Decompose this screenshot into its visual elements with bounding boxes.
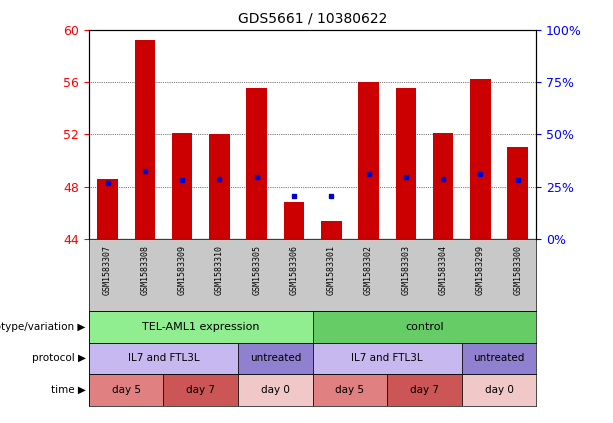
Bar xyxy=(97,179,118,239)
Text: day 5: day 5 xyxy=(335,385,364,395)
Text: day 5: day 5 xyxy=(112,385,140,395)
Bar xyxy=(209,135,230,239)
Bar xyxy=(238,374,313,406)
Bar xyxy=(313,374,387,406)
Bar xyxy=(462,374,536,406)
Text: untreated: untreated xyxy=(249,354,301,363)
Text: GSM1583301: GSM1583301 xyxy=(327,245,336,295)
Text: untreated: untreated xyxy=(473,354,525,363)
Bar xyxy=(508,147,528,239)
Text: protocol ▶: protocol ▶ xyxy=(32,354,86,363)
Text: time ▶: time ▶ xyxy=(51,385,86,395)
Bar xyxy=(164,374,238,406)
Text: IL7 and FTL3L: IL7 and FTL3L xyxy=(351,354,423,363)
Title: GDS5661 / 10380622: GDS5661 / 10380622 xyxy=(238,12,387,26)
Text: TEL-AML1 expression: TEL-AML1 expression xyxy=(142,322,259,332)
Bar xyxy=(172,133,192,239)
Bar xyxy=(313,343,462,374)
Text: genotype/variation ▶: genotype/variation ▶ xyxy=(0,322,86,332)
Text: GSM1583310: GSM1583310 xyxy=(215,245,224,295)
Text: GSM1583304: GSM1583304 xyxy=(439,245,447,295)
Text: GSM1583303: GSM1583303 xyxy=(402,245,410,295)
Bar xyxy=(135,40,155,239)
Text: GSM1583309: GSM1583309 xyxy=(178,245,186,295)
Text: GSM1583306: GSM1583306 xyxy=(289,245,299,295)
Text: GSM1583308: GSM1583308 xyxy=(140,245,150,295)
Bar xyxy=(462,343,536,374)
Text: control: control xyxy=(405,322,444,332)
Bar xyxy=(359,82,379,239)
Text: IL7 and FTL3L: IL7 and FTL3L xyxy=(128,354,199,363)
Bar xyxy=(313,311,536,343)
Bar xyxy=(89,343,238,374)
Bar xyxy=(89,374,164,406)
Text: day 0: day 0 xyxy=(261,385,290,395)
Bar xyxy=(433,133,454,239)
Text: day 7: day 7 xyxy=(410,385,439,395)
Bar xyxy=(238,343,313,374)
Bar xyxy=(284,202,304,239)
Text: GSM1583307: GSM1583307 xyxy=(103,245,112,295)
Text: GSM1583299: GSM1583299 xyxy=(476,245,485,295)
Bar xyxy=(395,88,416,239)
Bar xyxy=(470,80,490,239)
Text: GSM1583300: GSM1583300 xyxy=(513,245,522,295)
Bar xyxy=(321,221,341,239)
Bar xyxy=(89,311,313,343)
Text: day 0: day 0 xyxy=(485,385,514,395)
Bar xyxy=(246,88,267,239)
Text: GSM1583305: GSM1583305 xyxy=(252,245,261,295)
Text: day 7: day 7 xyxy=(186,385,215,395)
Text: GSM1583302: GSM1583302 xyxy=(364,245,373,295)
Bar xyxy=(387,374,462,406)
